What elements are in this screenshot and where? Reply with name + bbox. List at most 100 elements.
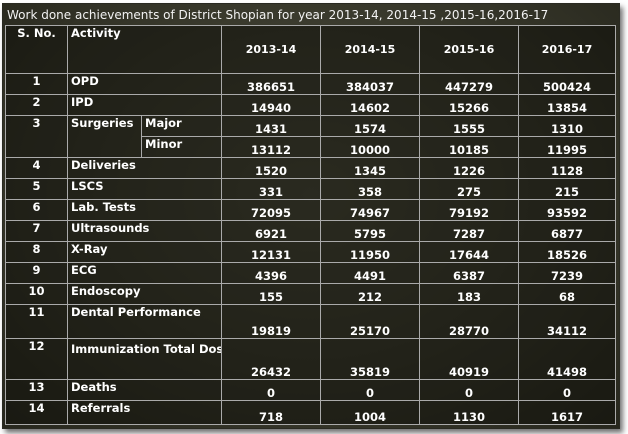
table-row: 1 OPD 386651 384037 447279 500424 — [5, 73, 616, 95]
row-value: 1004 — [320, 400, 420, 425]
row-value: 25170 — [320, 304, 420, 339]
row-value: 6921 — [221, 220, 321, 242]
row-value: 1345 — [320, 157, 420, 179]
row-value: 35819 — [320, 338, 420, 380]
row-activity: Deaths — [67, 379, 222, 401]
slide: Work done achievements of District Shopi… — [2, 3, 620, 429]
row-value: 4396 — [221, 262, 321, 284]
table-row: 12 Immunization Total Doses 26432 35819 … — [5, 338, 616, 380]
row-value: 0 — [221, 379, 321, 401]
row-value: 386651 — [221, 73, 321, 95]
table-row: Minor 13112 10000 10185 11995 — [6, 136, 616, 158]
row-value: 13854 — [518, 94, 616, 116]
row-sno: 10 — [5, 283, 68, 305]
row-activity: Lab. Tests — [67, 199, 222, 221]
row-sno: 1 — [5, 73, 68, 95]
row-value: 12131 — [221, 241, 321, 263]
row-value: 1431 — [221, 115, 321, 137]
row-activity: Dental Performance — [67, 304, 222, 339]
row-value: 14602 — [320, 94, 420, 116]
table-row: 9 ECG 4396 4491 6387 7239 — [5, 262, 616, 284]
row-value: 1555 — [419, 115, 519, 137]
row-value: 17644 — [419, 241, 519, 263]
row-value: 0 — [320, 379, 420, 401]
table-row: 13 Deaths 0 0 0 0 — [5, 379, 616, 401]
row-activity: ECG — [67, 262, 222, 284]
row-value: 6877 — [518, 220, 616, 242]
row-activity: X-Ray — [67, 241, 222, 263]
table-row: 10 Endoscopy 155 212 183 68 — [5, 283, 616, 305]
row-sno: 13 — [5, 379, 68, 401]
row-sno: 3 — [5, 115, 68, 158]
row-value: 41498 — [518, 338, 616, 380]
row-value: 72095 — [221, 199, 321, 221]
row-value: 79192 — [419, 199, 519, 221]
row-sno: 2 — [5, 94, 68, 116]
row-value: 68 — [518, 283, 616, 305]
row-sno: 14 — [5, 400, 68, 425]
table-row: 8 X-Ray 12131 11950 17644 18526 — [5, 241, 616, 263]
row-subcategory: Minor — [141, 136, 222, 158]
row-activity: Referrals — [67, 400, 222, 425]
row-value: 718 — [221, 400, 321, 425]
row-value: 155 — [221, 283, 321, 305]
row-value: 13112 — [221, 136, 321, 158]
table-row: 6 Lab. Tests 72095 74967 79192 93592 — [5, 199, 616, 221]
achievements-table: S. No. Activity 2013-14 2014-15 2015-16 … — [5, 25, 616, 425]
table-row: 7 Ultrasounds 6921 5795 7287 6877 — [5, 220, 616, 242]
row-value: 4491 — [320, 262, 420, 284]
row-value: 7287 — [419, 220, 519, 242]
row-value: 11995 — [518, 136, 616, 158]
row-value: 34112 — [518, 304, 616, 339]
row-sno: 12 — [5, 338, 68, 380]
row-value: 7239 — [518, 262, 616, 284]
row-sno: 4 — [5, 157, 68, 179]
header-year: 2015-16 — [419, 25, 519, 74]
row-value: 500424 — [518, 73, 616, 95]
table-row: 3 Surgeries Major 1431 1574 1555 1310 — [5, 115, 616, 158]
row-value: 14940 — [221, 94, 321, 116]
row-value: 0 — [419, 379, 519, 401]
row-value: 26432 — [221, 338, 321, 380]
row-value: 1617 — [518, 400, 616, 425]
row-value: 0 — [518, 379, 616, 401]
row-value: 74967 — [320, 199, 420, 221]
row-value: 1310 — [518, 115, 616, 137]
row-activity: Deliveries — [67, 157, 222, 179]
header-sno: S. No. — [5, 25, 68, 74]
row-value: 6387 — [419, 262, 519, 284]
row-activity: Immunization Total Doses — [67, 338, 222, 380]
table-title: Work done achievements of District Shopi… — [7, 8, 549, 22]
row-value: 11950 — [320, 241, 420, 263]
row-value: 1128 — [518, 157, 616, 179]
row-sno: 5 — [5, 178, 68, 200]
row-value: 10000 — [320, 136, 420, 158]
row-value: 183 — [419, 283, 519, 305]
row-value: 384037 — [320, 73, 420, 95]
row-value: 275 — [419, 178, 519, 200]
table-row: 2 IPD 14940 14602 15266 13854 — [5, 94, 616, 116]
header-year: 2013-14 — [221, 25, 321, 74]
row-value: 40919 — [419, 338, 519, 380]
row-sno: 6 — [5, 199, 68, 221]
row-activity: OPD — [67, 73, 222, 95]
header-year: 2016-17 — [518, 25, 616, 74]
header-year: 2014-15 — [320, 25, 420, 74]
row-activity: Surgeries — [67, 115, 142, 158]
row-subcategory: Major — [141, 115, 222, 137]
table-row: 5 LSCS 331 358 275 215 — [5, 178, 616, 200]
row-value: 93592 — [518, 199, 616, 221]
row-value: 447279 — [419, 73, 519, 95]
row-value: 212 — [320, 283, 420, 305]
row-value: 1226 — [419, 157, 519, 179]
header-activity: Activity — [67, 25, 222, 74]
row-value: 15266 — [419, 94, 519, 116]
row-value: 19819 — [221, 304, 321, 339]
row-value: 28770 — [419, 304, 519, 339]
row-sno: 9 — [5, 262, 68, 284]
row-activity: Endoscopy — [67, 283, 222, 305]
row-value: 215 — [518, 178, 616, 200]
row-activity: LSCS — [67, 178, 222, 200]
header-row: S. No. Activity 2013-14 2014-15 2015-16 … — [5, 25, 616, 74]
table-row: 14 Referrals 718 1004 1130 1617 — [5, 400, 616, 425]
